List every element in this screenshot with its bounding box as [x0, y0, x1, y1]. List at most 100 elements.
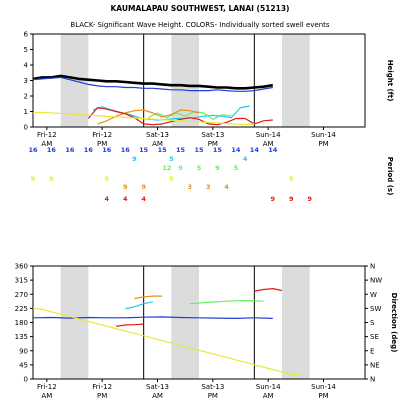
- direction-series-red: [254, 288, 283, 292]
- direction-ytick-label: 0: [24, 376, 28, 384]
- direction-ytick-label: 180: [15, 319, 28, 327]
- period-label-orange: 9: [141, 183, 146, 191]
- height-ytick-label: 2: [24, 93, 28, 101]
- direction-xtick-ampm: PM: [208, 392, 218, 400]
- period-label-cyan: 4: [243, 155, 248, 163]
- period-label-blue: 14: [231, 146, 241, 154]
- height-series-yellow: [32, 111, 255, 126]
- compass-label: NE: [370, 361, 380, 369]
- direction-xtick-day: Sat-13: [201, 383, 224, 391]
- compass-label: W: [370, 291, 377, 299]
- height-xtick-ampm: AM: [263, 140, 274, 148]
- period-label-red: 4: [123, 195, 128, 203]
- height-series-black: [32, 74, 274, 90]
- period-label-blue: 15: [139, 146, 149, 154]
- period-label-green: 5: [234, 164, 239, 172]
- height-ytick-label: 6: [24, 31, 29, 39]
- period-label-yellow: 9: [49, 175, 54, 183]
- compass-label: NW: [370, 277, 382, 285]
- direction-shade-band: [282, 266, 310, 379]
- direction-ytick-label: 45: [19, 361, 28, 369]
- height-series-blue: [32, 76, 273, 92]
- direction-xtick-ampm: PM: [318, 392, 328, 400]
- height-ytick-label: 3: [24, 77, 28, 85]
- period-label-blue: 15: [176, 146, 186, 154]
- direction-xtick-ampm: AM: [152, 392, 163, 400]
- direction-xtick-day: Fri-12: [92, 383, 112, 391]
- direction-xtick-day: Sat-13: [146, 383, 169, 391]
- period-label-blue: 16: [84, 146, 94, 154]
- period-label-cyan: 5: [169, 155, 174, 163]
- period-label-blue: 16: [28, 146, 38, 154]
- direction-xtick-ampm: AM: [263, 392, 274, 400]
- direction-shade-band: [60, 266, 89, 379]
- period-label-cyan: 9: [132, 155, 137, 163]
- direction-shade-band: [171, 266, 199, 379]
- height-xtick-ampm: PM: [318, 140, 328, 148]
- direction-ytick-label: 360: [15, 263, 28, 271]
- period-label-yellow: 9: [31, 175, 36, 183]
- direction-ytick-label: 270: [15, 291, 28, 299]
- period-label-green: 9: [215, 164, 220, 172]
- period-label-blue: 14: [250, 146, 260, 154]
- direction-series-yellow: [32, 307, 301, 376]
- period-label-red: 4: [141, 195, 146, 203]
- height-panel: 0123456Fri-12AMFri-12PMSat-13AMSat-13PMS…: [24, 31, 394, 204]
- direction-xtick-ampm: PM: [97, 392, 107, 400]
- direction-ytick-label: 90: [19, 347, 28, 355]
- period-label-orange: 3: [206, 183, 211, 191]
- direction-ytick-label: 225: [15, 305, 28, 313]
- direction-ytick-label: 315: [15, 277, 28, 285]
- height-ytick-label: 5: [24, 46, 28, 54]
- period-label-green: 9: [178, 164, 183, 172]
- compass-label: SW: [370, 305, 381, 313]
- period-label-red: 9: [307, 195, 312, 203]
- chart-title: KAUMALAPAU SOUTHWEST, LANAI (51213): [111, 4, 290, 13]
- direction-series-green: [189, 299, 264, 305]
- compass-label: N: [370, 376, 375, 384]
- height-xtick-ampm: PM: [208, 140, 218, 148]
- period-label-yellow: 5: [289, 175, 294, 183]
- direction-series-orange: [134, 295, 163, 300]
- direction-ylabel: Direction (deg): [390, 293, 398, 353]
- period-label-blue: 15: [213, 146, 223, 154]
- period-label-orange: 4: [224, 183, 229, 191]
- period-label-blue: 16: [65, 146, 75, 154]
- compass-label: N: [370, 263, 375, 271]
- period-label-red: 4: [105, 195, 110, 203]
- period-label-orange: 9: [123, 183, 128, 191]
- period-label-yellow: 5: [169, 175, 174, 183]
- direction-xtick-day: Fri-12: [37, 383, 57, 391]
- period-label-orange: 3: [188, 183, 193, 191]
- direction-panel: 0 45 90 135 180 225 270 315 360 N NE E SE S SW W NW N Fri-…: [15, 263, 398, 401]
- period-label-blue: 14: [268, 146, 278, 154]
- height-xtick-day: Sat-13: [201, 131, 224, 139]
- height-xtick-day: Fri-12: [37, 131, 57, 139]
- period-label-blue: 16: [102, 146, 112, 154]
- period-label-blue: 15: [194, 146, 204, 154]
- height-ytick-label: 0: [24, 124, 28, 132]
- direction-xtick-day: Sun-14: [256, 383, 281, 391]
- direction-series-blue: [32, 316, 273, 319]
- height-xtick-day: Fri-12: [92, 131, 112, 139]
- period-label-green: 12: [162, 164, 171, 172]
- direction-xtick-day: Sun-14: [311, 383, 336, 391]
- period-ylabel: Period (s): [386, 157, 394, 196]
- period-label-blue: 16: [121, 146, 131, 154]
- height-shade-band: [282, 34, 310, 127]
- height-ytick-label: 1: [24, 108, 28, 116]
- compass-label: S: [370, 319, 375, 327]
- direction-xtick-ampm: AM: [41, 392, 52, 400]
- period-label-green: 5: [197, 164, 202, 172]
- height-ylabel: Height (ft): [386, 60, 394, 102]
- chart-subtitle: BLACK- Significant Wave Height. COLORS- …: [70, 21, 329, 29]
- height-ytick-label: 4: [24, 62, 29, 70]
- height-xtick-ampm: PM: [97, 140, 107, 148]
- height-series-green: [148, 110, 232, 120]
- direction-series-cyan: [125, 301, 154, 310]
- height-xtick-day: Sun-14: [256, 131, 281, 139]
- period-label-blue: 15: [158, 146, 168, 154]
- direction-ytick-label: 135: [15, 333, 28, 341]
